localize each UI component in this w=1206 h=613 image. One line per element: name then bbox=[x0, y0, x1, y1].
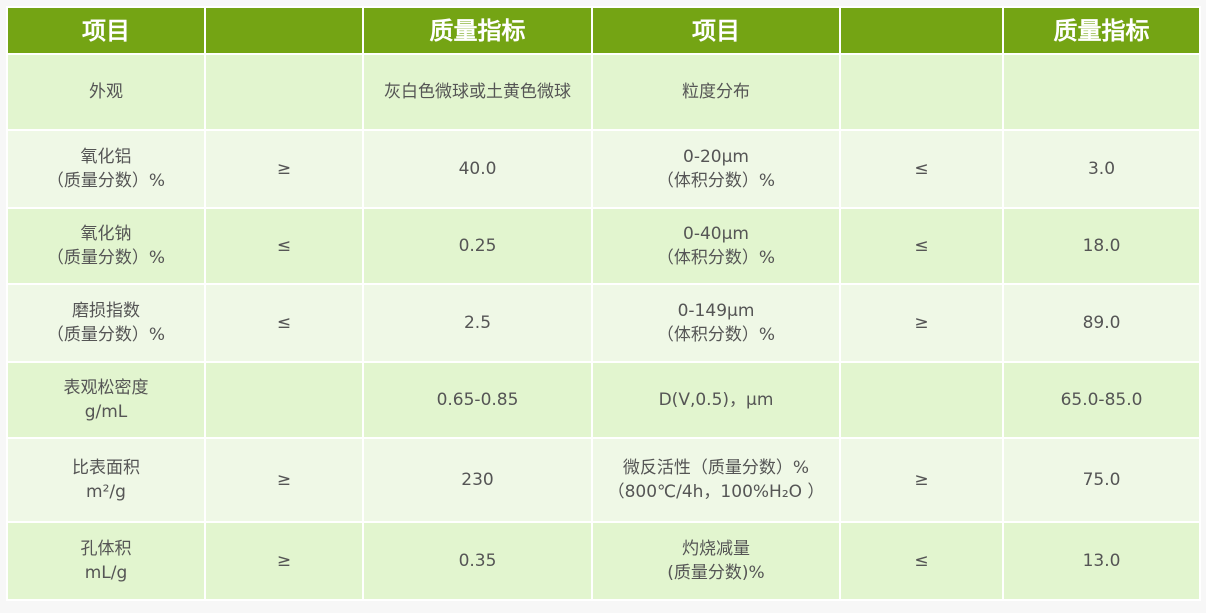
item-cell: 0-40μm （体积分数）% bbox=[593, 209, 839, 283]
item-label-line: （体积分数）% bbox=[656, 325, 776, 345]
item-label-line: 外观 bbox=[89, 82, 123, 102]
item-cell: 氧化铝 （质量分数）% bbox=[8, 131, 204, 207]
spec-value-cell bbox=[1004, 55, 1199, 129]
item-label-line: 灼烧减量 bbox=[682, 539, 750, 559]
operator-cell: ≤ bbox=[841, 523, 1002, 599]
item-label-line: 0-40μm bbox=[683, 224, 749, 244]
header-item: 项目 bbox=[8, 8, 204, 53]
operator-cell: ≥ bbox=[841, 439, 1002, 521]
item-label-line: 比表面积 bbox=[72, 458, 140, 478]
operator-cell: ≥ bbox=[841, 285, 1002, 361]
item-label-line: （质量分数）% bbox=[46, 248, 166, 268]
item-cell: 孔体积 mL/g bbox=[8, 523, 204, 599]
item-label-line: （体积分数）% bbox=[656, 171, 776, 191]
table-row: 孔体积 mL/g ≥0.35 灼烧减量 (质量分数)% ≤13.0 bbox=[8, 523, 1199, 599]
item-cell: 灼烧减量 (质量分数)% bbox=[593, 523, 839, 599]
table-row: 外观 灰白色微球或土黄色微球 粒度分布 bbox=[8, 55, 1199, 129]
item-label-line: 表观松密度 bbox=[63, 378, 149, 398]
spec-value-cell: 18.0 bbox=[1004, 209, 1199, 283]
table-row: 氧化铝 （质量分数）% ≥40.0 0-20μm （体积分数）% ≤3.0 bbox=[8, 131, 1199, 207]
operator-cell bbox=[206, 363, 362, 437]
item-cell: 粒度分布 bbox=[593, 55, 839, 129]
item-cell: 0-149μm （体积分数）% bbox=[593, 285, 839, 361]
operator-cell: ≤ bbox=[206, 209, 362, 283]
spec-value-cell: 3.0 bbox=[1004, 131, 1199, 207]
item-cell: 表观松密度 g/mL bbox=[8, 363, 204, 437]
header-spec: 质量指标 bbox=[364, 8, 591, 53]
item-label-line: （800℃/4h，100%H₂O ） bbox=[607, 482, 825, 502]
spec-value-cell: 89.0 bbox=[1004, 285, 1199, 361]
spec-value-cell: 75.0 bbox=[1004, 439, 1199, 521]
item-cell: 比表面积 m²/g bbox=[8, 439, 204, 521]
item-label-line: 孔体积 bbox=[80, 539, 132, 559]
header-operator-2 bbox=[841, 8, 1002, 53]
header-row: 项目 质量指标 项目 质量指标 bbox=[8, 8, 1199, 53]
item-label-line: 氧化铝 bbox=[80, 147, 132, 167]
spec-value-cell: 0.35 bbox=[364, 523, 591, 599]
header-operator bbox=[206, 8, 362, 53]
item-label-line: m²/g bbox=[86, 482, 126, 502]
operator-cell bbox=[841, 55, 1002, 129]
spec-value-cell: 230 bbox=[364, 439, 591, 521]
spec-value-cell: 0.25 bbox=[364, 209, 591, 283]
table-row: 磨损指数 （质量分数）% ≤2.5 0-149μm （体积分数）% ≥89.0 bbox=[8, 285, 1199, 361]
spec-value-cell: 65.0-85.0 bbox=[1004, 363, 1199, 437]
item-cell: 氧化钠 （质量分数）% bbox=[8, 209, 204, 283]
operator-cell: ≥ bbox=[206, 439, 362, 521]
item-cell: D(V,0.5)，μm bbox=[593, 363, 839, 437]
item-label-line: （体积分数）% bbox=[656, 248, 776, 268]
item-label-line: 粒度分布 bbox=[682, 82, 750, 102]
item-cell: 微反活性（质量分数）% （800℃/4h，100%H₂O ） bbox=[593, 439, 839, 521]
spec-value-cell: 13.0 bbox=[1004, 523, 1199, 599]
operator-cell: ≥ bbox=[206, 523, 362, 599]
item-cell: 外观 bbox=[8, 55, 204, 129]
spec-value-cell: 2.5 bbox=[364, 285, 591, 361]
item-label-line: 氧化钠 bbox=[80, 224, 132, 244]
item-label-line: 0-149μm bbox=[677, 301, 755, 321]
header-spec-2: 质量指标 bbox=[1004, 8, 1199, 53]
spec-table: 项目 质量指标 项目 质量指标 外观 灰白色微球或土黄色微球 粒度分布氧化铝 （质量分… bbox=[6, 6, 1201, 601]
item-cell: 0-20μm （体积分数）% bbox=[593, 131, 839, 207]
item-label-line: g/mL bbox=[84, 402, 128, 422]
item-label-line: D(V,0.5)，μm bbox=[658, 390, 774, 410]
item-label-line: 微反活性（质量分数）% bbox=[622, 458, 810, 478]
item-label-line: mL/g bbox=[84, 563, 128, 583]
table-row: 氧化钠 （质量分数）% ≤0.25 0-40μm （体积分数）% ≤18.0 bbox=[8, 209, 1199, 283]
operator-cell: ≤ bbox=[206, 285, 362, 361]
spec-value-cell: 灰白色微球或土黄色微球 bbox=[364, 55, 591, 129]
item-label-line: 磨损指数 bbox=[72, 301, 140, 321]
operator-cell: ≤ bbox=[841, 209, 1002, 283]
operator-cell bbox=[206, 55, 362, 129]
item-label-line: 0-20μm bbox=[683, 147, 749, 167]
item-label-line: （质量分数）% bbox=[46, 325, 166, 345]
item-label-line: （质量分数）% bbox=[46, 171, 166, 191]
operator-cell: ≥ bbox=[206, 131, 362, 207]
item-label-line: (质量分数)% bbox=[667, 563, 765, 583]
spec-value-cell: 40.0 bbox=[364, 131, 591, 207]
table-row: 比表面积 m²/g ≥230 微反活性（质量分数）% （800℃/4h，100%H₂O … bbox=[8, 439, 1199, 521]
operator-cell bbox=[841, 363, 1002, 437]
spec-value-cell: 0.65-0.85 bbox=[364, 363, 591, 437]
table-row: 表观松密度 g/mL 0.65-0.85 D(V,0.5)，μm 65.0-85.0 bbox=[8, 363, 1199, 437]
operator-cell: ≤ bbox=[841, 131, 1002, 207]
header-item-2: 项目 bbox=[593, 8, 839, 53]
item-cell: 磨损指数 （质量分数）% bbox=[8, 285, 204, 361]
